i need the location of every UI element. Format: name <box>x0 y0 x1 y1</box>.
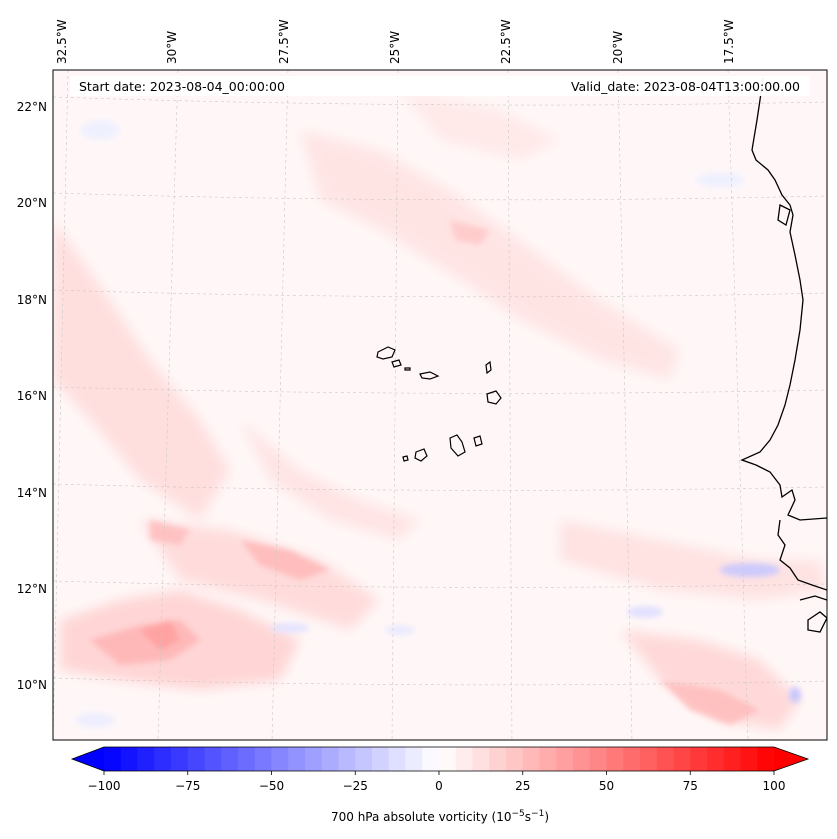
lon-label: 17.5°W <box>722 19 736 64</box>
colorbar-segment <box>338 747 356 771</box>
colorbar-tick-label: 0 <box>435 779 443 793</box>
colorbar-segment <box>606 747 624 771</box>
coastline <box>740 77 827 633</box>
colorbar-segment <box>321 747 340 771</box>
colorbar-segment <box>171 747 189 771</box>
colorbar-segment <box>589 747 608 771</box>
lat-label: 12°N <box>17 582 47 596</box>
lon-label: 25°W <box>388 31 402 64</box>
latitude-labels: 22°N 20°N 18°N 16°N 14°N 12°N 10°N <box>17 100 47 692</box>
colorbar-segment <box>757 747 775 771</box>
colorbar-segment <box>204 747 222 771</box>
lat-label: 20°N <box>17 196 47 210</box>
colorbar-title-end: ) <box>544 810 549 824</box>
lon-label: 22.5°W <box>499 19 513 64</box>
colorbar-min-arrow <box>72 747 104 771</box>
start-date-label: Start date: 2023-08-04_00:00:00 <box>79 79 285 94</box>
colorbar-segment <box>673 747 691 771</box>
colorbar-segment <box>640 747 658 771</box>
colorbar-tick-label: −75 <box>175 779 200 793</box>
colorbar-title-unit: s <box>525 810 531 824</box>
lat-label: 16°N <box>17 389 47 403</box>
colorbar-segment <box>489 747 507 771</box>
colorbar-segment <box>556 747 574 771</box>
colorbar-segment <box>154 747 172 771</box>
colorbar-segment <box>506 747 524 771</box>
lon-label: 32.5°W <box>55 19 69 64</box>
colorbar-segment <box>305 747 323 771</box>
colorbar-segment <box>372 747 390 771</box>
colorbar-tick-label: 100 <box>763 779 786 793</box>
colorbar-max-arrow <box>774 747 808 771</box>
colorbar-tick-label: −100 <box>88 779 121 793</box>
colorbar-title-sup1: −5 <box>512 809 525 819</box>
colorbar-segment <box>656 747 675 771</box>
colorbar-title-main: 700 hPa absolute vorticity (10 <box>331 810 512 824</box>
lat-label: 10°N <box>17 678 47 692</box>
longitude-labels: 32.5°W 30°W 27.5°W 25°W 22.5°W 20°W 17.5… <box>55 19 736 64</box>
colorbar-segment <box>740 747 758 771</box>
colorbar-segment <box>254 747 273 771</box>
colorbar-segment <box>439 747 457 771</box>
lon-label: 27.5°W <box>277 19 291 64</box>
lat-label: 22°N <box>17 100 47 114</box>
lat-label: 14°N <box>17 486 47 500</box>
colorbar-tick-label: −50 <box>259 779 284 793</box>
colorbar-segment <box>707 747 725 771</box>
colorbar-segment <box>539 747 557 771</box>
colorbar-segment <box>522 747 541 771</box>
colorbar-tick-label: 50 <box>599 779 614 793</box>
colorbar-segment <box>221 747 239 771</box>
colorbar-segment <box>104 747 122 771</box>
colorbar-segment <box>238 747 256 771</box>
cape-verde-islands <box>376 346 502 462</box>
colorbar-segment <box>405 747 423 771</box>
colorbar-segment <box>288 747 306 771</box>
colorbar-segment <box>573 747 591 771</box>
colorbar-segment <box>187 747 206 771</box>
colorbar-segment <box>690 747 708 771</box>
colorbar-segment <box>355 747 373 771</box>
colorbar-segment <box>422 747 440 771</box>
colorbar-segment <box>271 747 289 771</box>
colorbar-segment <box>472 747 490 771</box>
valid-date-label: Valid_date: 2023-08-04T13:00:00.00 <box>571 79 800 94</box>
info-strip <box>70 76 810 96</box>
lon-label: 20°W <box>611 31 625 64</box>
lon-label: 30°W <box>165 31 179 64</box>
colorbar-tick-label: 25 <box>515 779 530 793</box>
colorbar-segment <box>623 747 641 771</box>
graticule <box>53 70 827 740</box>
colorbar-segment <box>120 747 139 771</box>
colorbar-title: 700 hPa absolute vorticity (10−5s−1) <box>331 809 549 824</box>
lat-label: 18°N <box>17 293 47 307</box>
colorbar-segment <box>723 747 742 771</box>
colorbar-segments <box>104 747 775 771</box>
map-frame <box>52 69 828 741</box>
colorbar-ticks: −100 −75 −50 −25 0 25 50 75 100 <box>88 771 786 793</box>
colorbar-title-sup2: −1 <box>531 809 544 819</box>
colorbar-tick-label: −25 <box>343 779 368 793</box>
colorbar-segment <box>137 747 155 771</box>
colorbar: −100 −75 −50 −25 0 25 50 75 100 700 hPa absolute… <box>70 746 810 824</box>
colorbar-segment <box>388 747 407 771</box>
colorbar-segment <box>455 747 474 771</box>
vorticity-field <box>53 90 827 730</box>
colorbar-tick-label: 75 <box>683 779 698 793</box>
